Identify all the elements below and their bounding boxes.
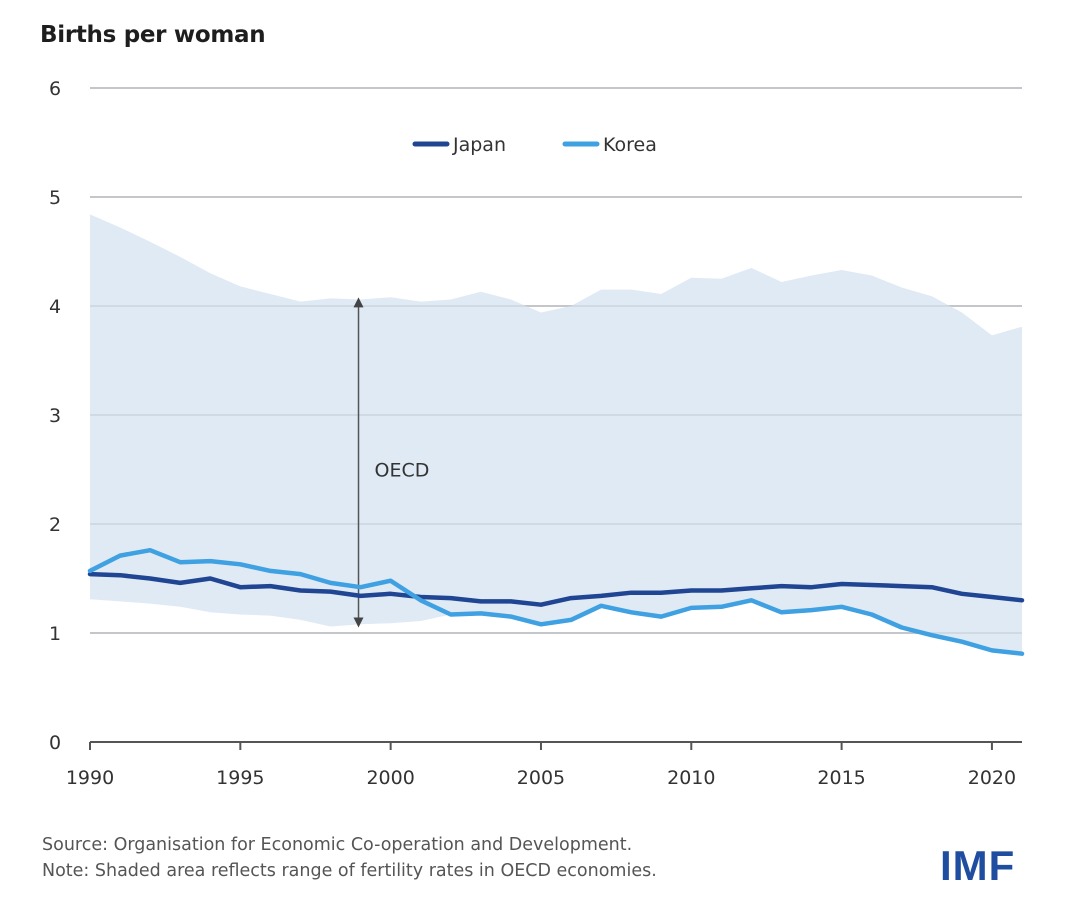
- x-tick-label: 1990: [66, 767, 114, 789]
- legend-label-japan: Japan: [452, 134, 506, 156]
- x-tick-label: 2015: [817, 767, 865, 789]
- y-tick-label: 2: [49, 514, 61, 536]
- source-note: Source: Organisation for Economic Co-ope…: [42, 835, 633, 855]
- chart-title: Births per woman: [40, 22, 266, 48]
- y-tick-label: 4: [49, 296, 61, 318]
- oecd-annotation-label: OECD: [375, 460, 430, 482]
- series-line-korea: [87, 547, 1025, 656]
- y-axis-labels: 0 1 2 3 4 5 6: [49, 78, 61, 754]
- x-tick-label: 2005: [517, 767, 565, 789]
- y-tick-label: 1: [49, 623, 61, 645]
- x-tick-label: 2020: [968, 767, 1016, 789]
- y-tick-label: 5: [49, 187, 61, 209]
- legend-label-korea: Korea: [603, 134, 657, 156]
- series-line-japan: [87, 571, 1025, 607]
- x-axis: 1990 1995 2000 2005 2010 2015 2020: [66, 741, 1022, 789]
- chart-footer: Source: Organisation for Economic Co-ope…: [42, 832, 657, 884]
- y-tick-label: 0: [49, 732, 61, 754]
- oecd-range-band: [90, 87, 1022, 654]
- y-tick-label: 6: [49, 78, 61, 100]
- legend: Japan Korea: [412, 134, 657, 156]
- x-tick-label: 2000: [366, 767, 414, 789]
- shaded-area-note: Note: Shaded area reflects range of fert…: [42, 861, 657, 881]
- annotation-layer: OECD: [353, 297, 430, 628]
- imf-logo: IMF: [940, 842, 1016, 889]
- x-tick-label: 1995: [216, 767, 264, 789]
- oecd-range-area: [90, 214, 1022, 654]
- x-tick-label: 2010: [667, 767, 715, 789]
- series-lines: [87, 547, 1025, 656]
- y-tick-label: 3: [49, 405, 61, 427]
